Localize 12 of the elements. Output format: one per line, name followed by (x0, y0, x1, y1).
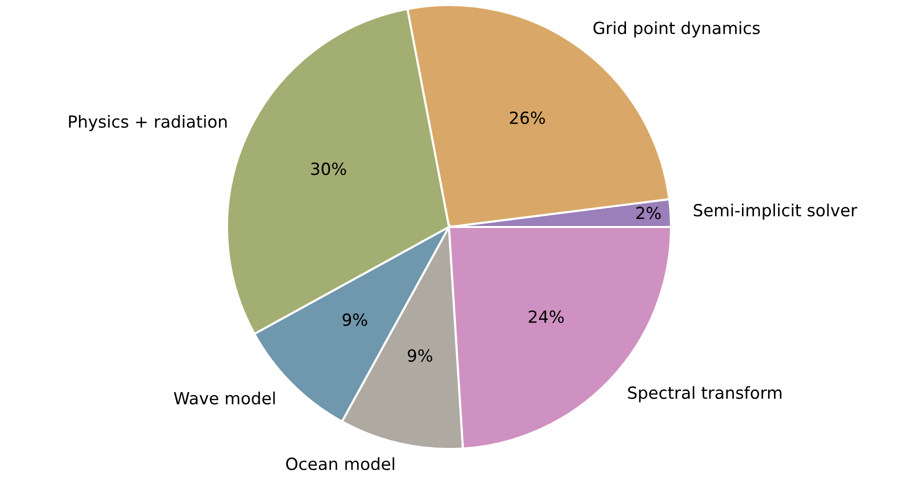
slice-label: Physics + radiation (69, 114, 227, 132)
data-label: 24% (528, 310, 564, 324)
data-label: 2% (636, 206, 661, 220)
data-label: 9% (342, 313, 368, 326)
data-label: 26% (510, 111, 545, 124)
slice-label: Wave model (174, 392, 275, 405)
slice-label: Grid point dynamics (593, 21, 760, 38)
slice-label: Ocean model (286, 457, 394, 470)
slice-label: Spectral transform (628, 386, 782, 402)
slice-label: Semi-implicit solver (694, 204, 858, 220)
data-label: 9% (408, 349, 432, 362)
data-label: 30% (311, 162, 346, 176)
